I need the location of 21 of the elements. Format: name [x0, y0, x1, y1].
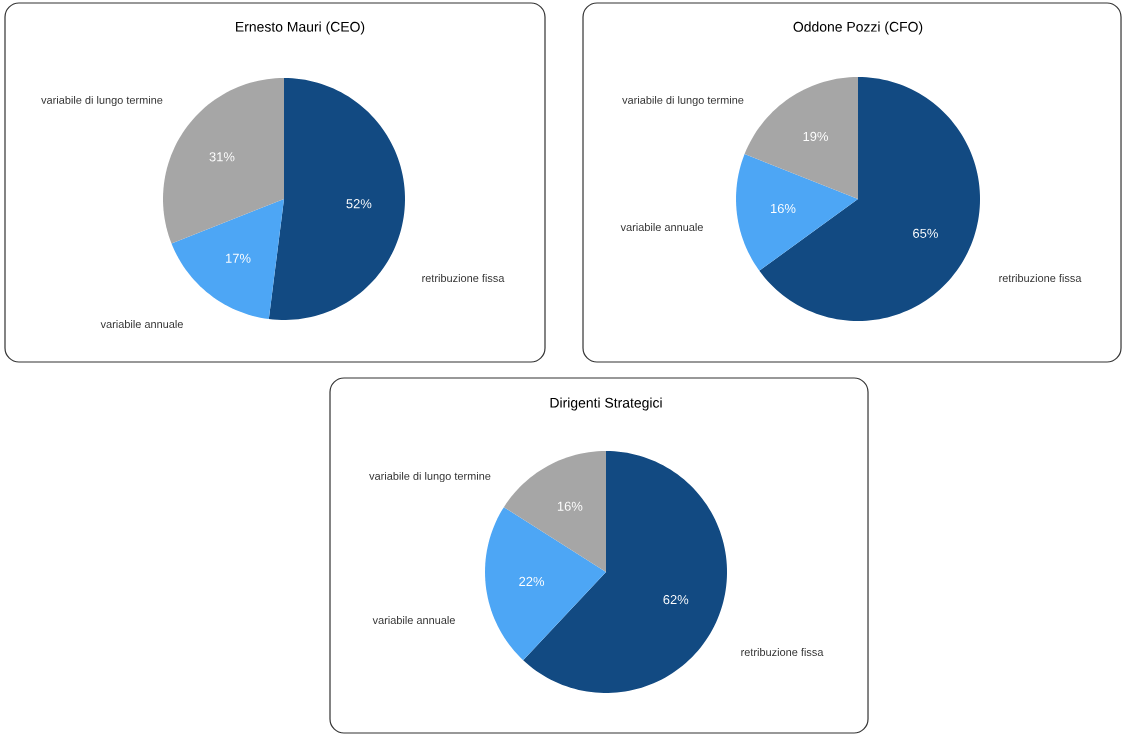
chart-title: Dirigenti Strategici: [550, 397, 662, 411]
data-label: 17%: [226, 253, 251, 263]
slice-label: variabile annuale: [100, 319, 183, 329]
slice-label: retribuzione fissa: [422, 273, 505, 283]
chart-title: Oddone Pozzi (CFO): [793, 21, 923, 35]
slice-label: retribuzione fissa: [999, 273, 1082, 283]
slice-label: variabile di lungo termine: [369, 471, 491, 483]
data-label: 62%: [663, 595, 689, 605]
slice-label: variabile di lungo termine: [41, 95, 163, 107]
slice-label: retribuzione fissa: [741, 647, 824, 657]
data-label: 52%: [346, 199, 372, 209]
data-label: 16%: [557, 501, 583, 511]
data-label: 65%: [913, 228, 938, 238]
data-label: 16%: [770, 203, 796, 214]
slice-label: variabile annuale: [372, 615, 455, 625]
chart-title: Ernesto Mauri (CEO): [236, 21, 365, 35]
data-label: 31%: [209, 152, 235, 162]
slice-label: variabile di lungo termine: [622, 95, 744, 107]
data-label: 22%: [519, 576, 545, 586]
slice-label: variabile annuale: [620, 222, 703, 232]
data-label: 19%: [803, 131, 828, 142]
